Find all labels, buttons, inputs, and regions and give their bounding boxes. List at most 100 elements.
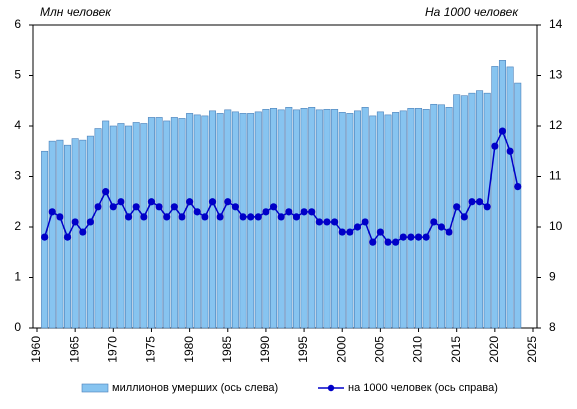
bar xyxy=(491,66,499,329)
marker xyxy=(186,198,194,206)
bar xyxy=(216,113,224,329)
marker xyxy=(300,208,308,216)
marker xyxy=(308,208,316,216)
bar xyxy=(56,139,64,329)
bar xyxy=(514,82,522,329)
marker xyxy=(41,233,49,241)
bar xyxy=(415,108,423,329)
bar xyxy=(170,117,178,329)
x-tick-label: 1960 xyxy=(29,336,43,363)
y2-tick-label: 12 xyxy=(549,118,563,132)
marker xyxy=(132,203,140,211)
marker xyxy=(285,208,293,216)
marker xyxy=(201,213,209,221)
bar xyxy=(338,112,346,329)
legend-marker xyxy=(327,384,335,392)
y-tick-label: 2 xyxy=(14,219,21,233)
y-tick-label: 0 xyxy=(14,320,21,334)
marker xyxy=(117,198,125,206)
y2-tick-label: 14 xyxy=(549,17,563,31)
bar xyxy=(430,103,438,329)
x-tick-label: 2005 xyxy=(373,336,387,363)
marker xyxy=(109,203,117,211)
marker xyxy=(369,238,377,246)
marker xyxy=(468,198,476,206)
bar xyxy=(384,114,392,329)
marker xyxy=(208,198,217,206)
marker xyxy=(315,218,323,226)
x-tick-label: 1970 xyxy=(105,336,119,363)
marker xyxy=(414,233,423,241)
x-tick-label: 1995 xyxy=(296,336,310,363)
x-tick-label: 2020 xyxy=(487,336,501,363)
bar xyxy=(361,107,369,329)
x-tick-label: 1975 xyxy=(144,336,158,363)
bar xyxy=(209,110,217,329)
marker xyxy=(437,223,446,231)
marker xyxy=(247,213,255,221)
bar xyxy=(147,117,155,329)
marker xyxy=(94,203,102,211)
x-tick-label: 1965 xyxy=(67,336,81,363)
marker xyxy=(163,213,171,221)
bar xyxy=(483,92,491,329)
marker xyxy=(475,198,484,206)
bar xyxy=(155,117,163,329)
legend-label: миллионов умерших (ось слева) xyxy=(112,382,278,394)
x-tick-label: 1980 xyxy=(182,336,196,363)
y2-axis-label: На 1000 человек xyxy=(425,5,519,19)
bar xyxy=(376,111,384,329)
marker xyxy=(392,238,400,246)
bar xyxy=(140,123,148,329)
marker xyxy=(224,198,232,206)
marker xyxy=(346,228,354,236)
y-axis-label: Млн человек xyxy=(40,5,112,19)
bar xyxy=(178,118,186,329)
bar xyxy=(422,109,430,329)
bar xyxy=(353,110,361,329)
bar xyxy=(201,115,209,329)
x-tick-label: 1990 xyxy=(258,336,272,363)
bar xyxy=(270,108,278,329)
marker xyxy=(277,213,285,221)
bar xyxy=(498,60,506,329)
marker xyxy=(453,203,461,211)
y2-tick-label: 9 xyxy=(549,270,556,284)
bar xyxy=(163,120,171,329)
marker xyxy=(124,213,133,221)
bar xyxy=(109,125,117,329)
x-tick-label: 1985 xyxy=(220,336,234,363)
marker xyxy=(338,228,346,236)
marker xyxy=(292,213,301,221)
bar xyxy=(117,123,125,329)
y2-tick-label: 13 xyxy=(549,68,563,82)
x-tick-label: 2000 xyxy=(334,336,348,363)
bar xyxy=(224,109,232,329)
marker xyxy=(323,218,331,226)
legend-label: на 1000 человек (ось справа) xyxy=(348,382,498,394)
marker xyxy=(79,228,87,236)
legend-swatch xyxy=(81,383,109,393)
marker xyxy=(71,218,79,226)
marker xyxy=(376,228,384,236)
bar xyxy=(71,138,79,329)
marker xyxy=(331,218,339,226)
bar xyxy=(285,107,293,329)
marker xyxy=(155,203,163,211)
marker xyxy=(254,213,262,221)
bar xyxy=(300,108,308,329)
x-tick-label: 2025 xyxy=(525,336,539,363)
bar xyxy=(94,128,102,329)
bar xyxy=(445,107,453,329)
marker xyxy=(231,203,239,211)
marker xyxy=(170,203,178,211)
bar xyxy=(239,113,247,329)
y-tick-label: 1 xyxy=(14,270,21,284)
marker xyxy=(178,213,186,221)
bar xyxy=(476,90,484,329)
marker xyxy=(491,142,499,150)
marker xyxy=(262,208,270,216)
bar xyxy=(247,113,255,329)
marker xyxy=(140,213,148,221)
